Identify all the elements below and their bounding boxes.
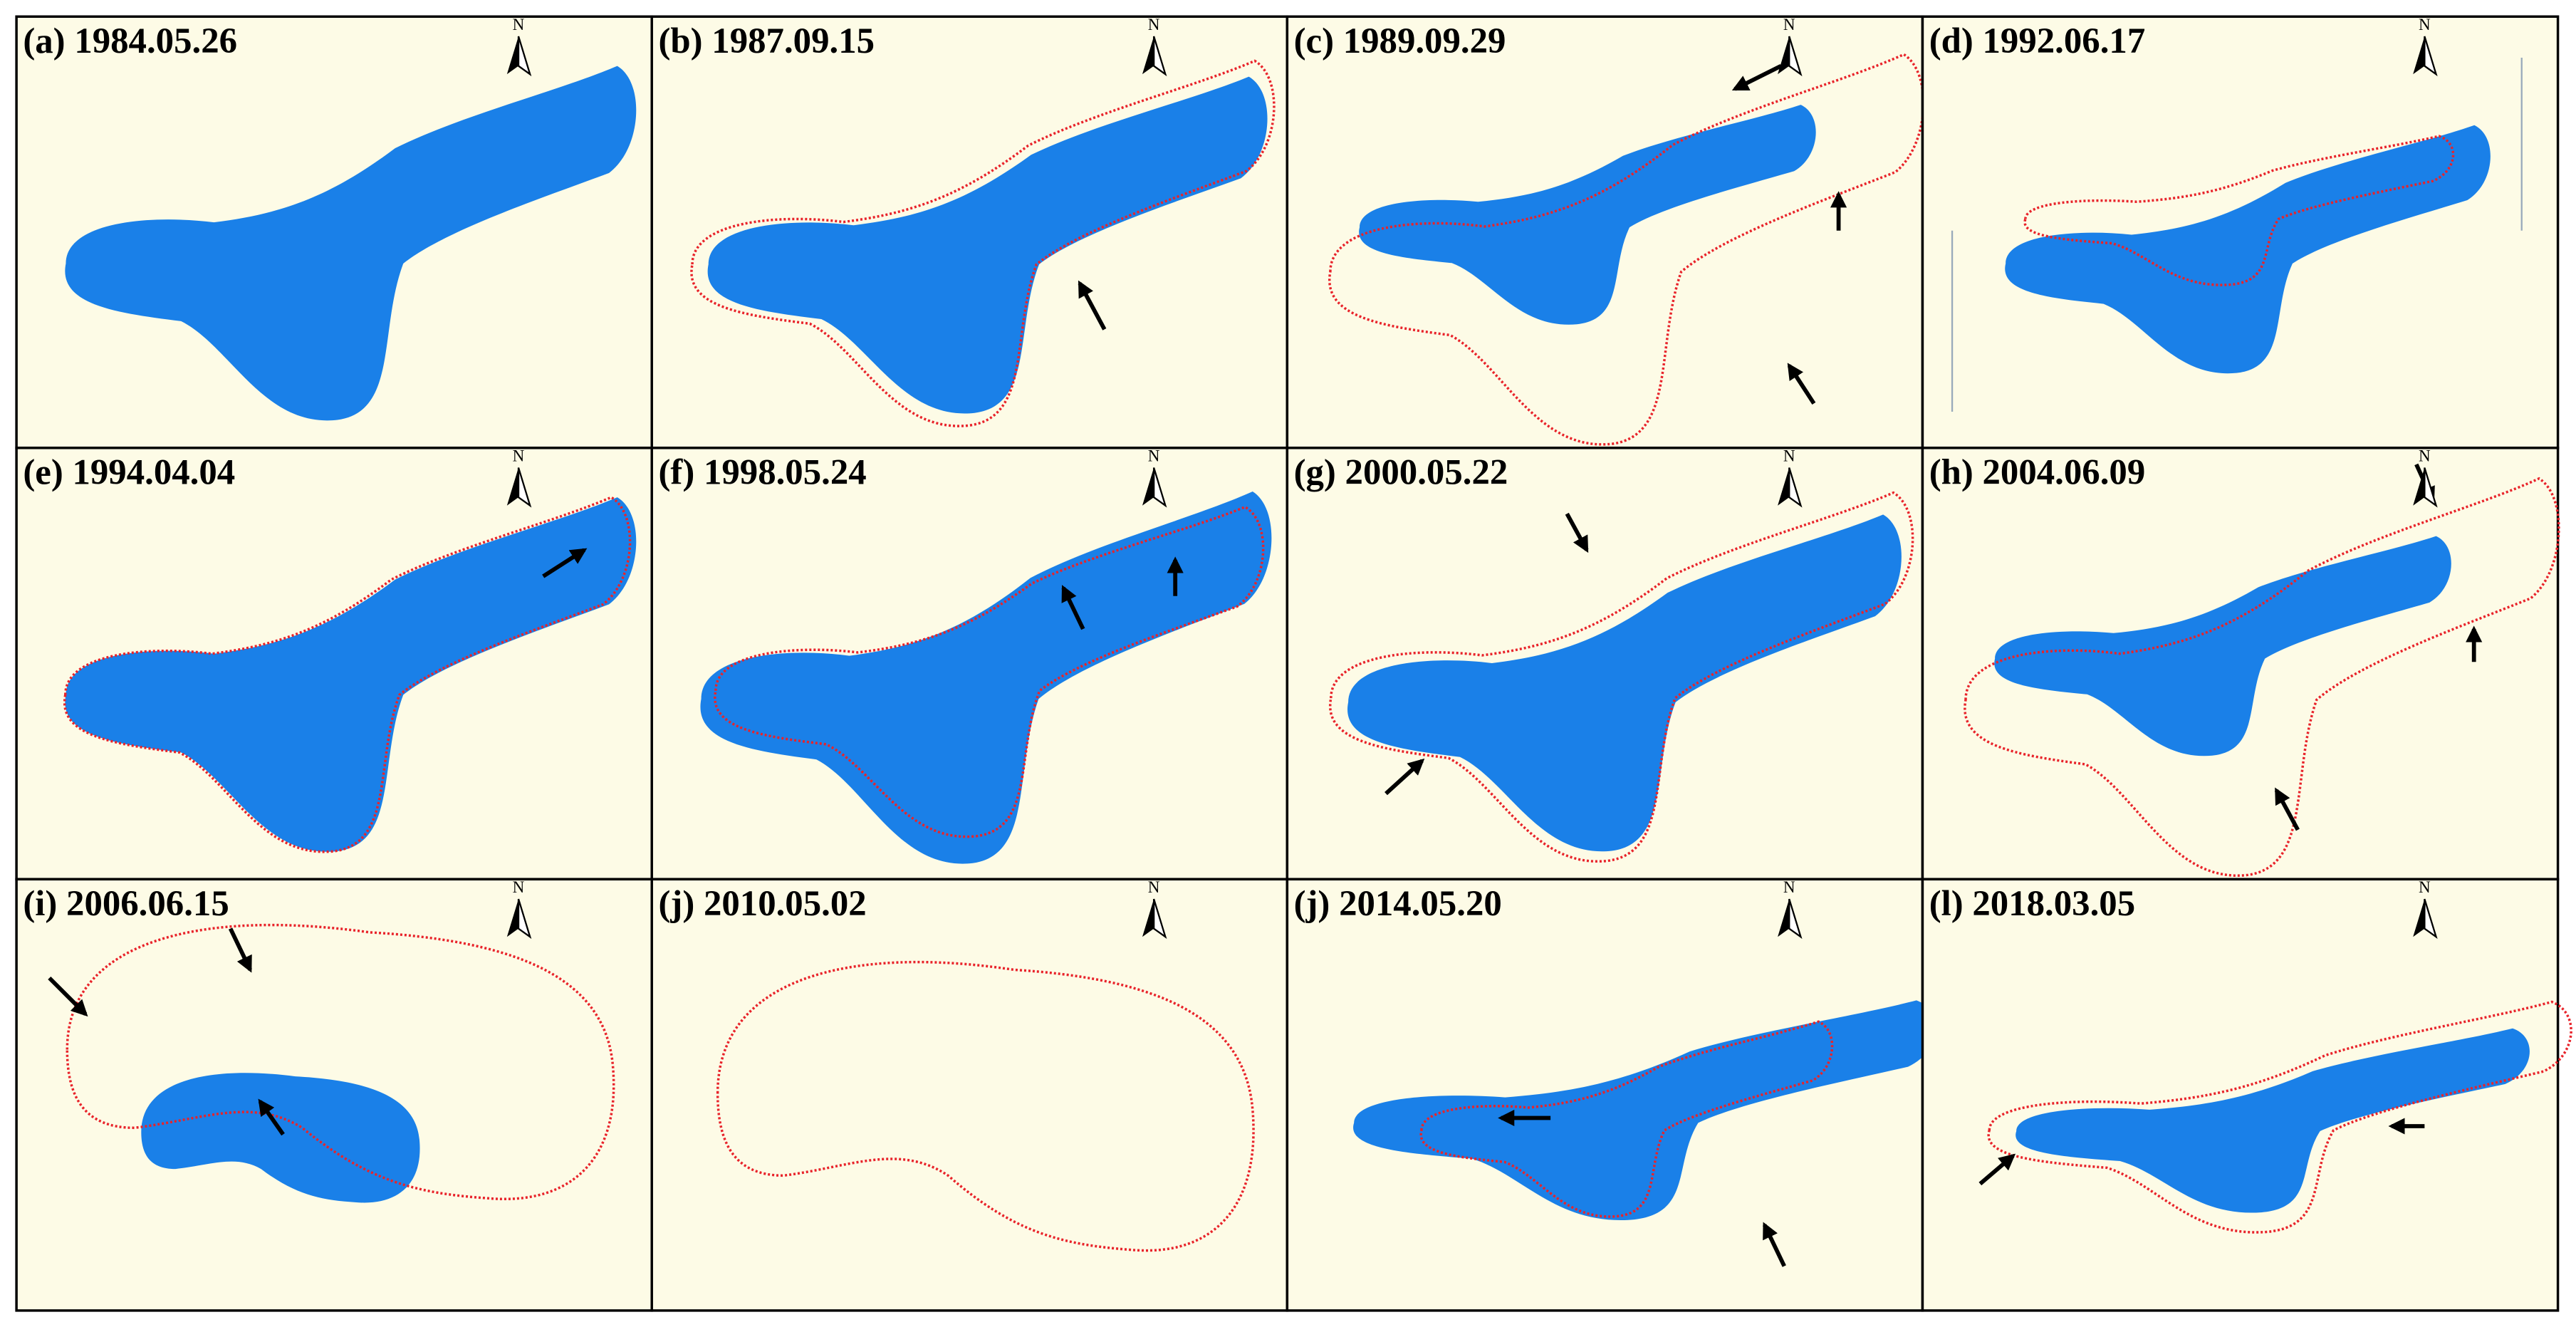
north-label: N [2419, 446, 2431, 464]
lake-area [65, 497, 637, 852]
north-arrow [2424, 898, 2438, 940]
previous-shoreline [2025, 136, 2453, 285]
north-label: N [513, 446, 525, 464]
north-label: N [2419, 878, 2431, 896]
panel-label: (i) 2006.06.15 [23, 883, 229, 923]
panel: (a) 1984.05.26 N [15, 15, 653, 449]
north-arrow [1778, 899, 1790, 937]
north-label: N [1148, 878, 1160, 896]
north-arrow [2424, 36, 2438, 77]
panel-label: (d) 1992.06.17 [1929, 21, 2146, 61]
north-arrow [1152, 36, 1167, 77]
lake-area [2005, 125, 2491, 374]
arrow [1731, 64, 1782, 91]
previous-shoreline [1330, 493, 1913, 862]
panel-label: (e) 1994.04.04 [23, 452, 235, 492]
north-arrow [2413, 899, 2425, 937]
lake-area [2016, 1028, 2530, 1213]
north-arrow [1152, 467, 1167, 508]
lake-area [1347, 514, 1902, 852]
arrow [1978, 1153, 2016, 1186]
panel: (l) 2018.03.05 N [1921, 878, 2571, 1312]
north-arrow [1788, 36, 1803, 77]
previous-shoreline [692, 61, 1274, 426]
north-label: N [1148, 15, 1160, 33]
panel-label: (h) 2004.06.09 [1929, 452, 2146, 492]
north-label: N [513, 15, 525, 33]
north-arrow [1142, 899, 1154, 937]
lake-area [1353, 1000, 1936, 1221]
north-arrow [1788, 898, 1803, 940]
panel-label: (l) 2018.03.05 [1929, 883, 2135, 923]
north-arrow [506, 899, 519, 937]
lake-area [141, 1073, 420, 1203]
panel: (e) 1994.04.04 N [15, 446, 653, 881]
north-label: N [2419, 15, 2431, 33]
panel: (b) 1987.09.15 N [650, 15, 1289, 449]
north-arrow [1152, 898, 1167, 940]
arrow [258, 1098, 285, 1136]
north-arrow [2413, 467, 2425, 506]
previous-shoreline [1965, 479, 2559, 875]
panel: (h) 2004.06.09 N [1921, 446, 2559, 881]
arrow [228, 927, 252, 973]
panel: (c) 1989.09.29 N [1286, 15, 1924, 449]
panel: (f) 1998.05.24 N [650, 446, 1289, 881]
north-arrow [1788, 467, 1803, 508]
previous-shoreline [1988, 1002, 2571, 1233]
previous-shoreline [718, 962, 1253, 1251]
previous-shoreline [1330, 54, 1924, 444]
panel: (j) 2010.05.02 N [650, 878, 1289, 1312]
previous-shoreline [1421, 1021, 1832, 1217]
arrow [48, 976, 88, 1017]
north-arrow [517, 898, 532, 940]
north-label: N [1783, 878, 1795, 896]
north-arrow [517, 467, 532, 508]
panel: (d) 1992.06.17 N [1921, 15, 2560, 449]
arrow [1565, 512, 1589, 553]
panel-label: (g) 2000.05.22 [1294, 452, 1508, 492]
panel: (j) 2014.05.20 N [1286, 878, 1936, 1312]
north-label: N [1783, 15, 1795, 33]
previous-shoreline [67, 925, 613, 1200]
arrow [1061, 585, 1085, 630]
panel-label: (c) 1989.09.29 [1294, 21, 1506, 61]
lake-area [707, 76, 1268, 414]
lake-area [1994, 536, 2451, 756]
panel-label: (j) 2014.05.20 [1294, 883, 1502, 923]
north-label: N [1783, 446, 1795, 464]
lake-area [700, 491, 1272, 864]
arrow [1078, 280, 1107, 331]
north-arrow [506, 467, 519, 506]
panel: (i) 2006.06.15 N [15, 878, 653, 1312]
arrow [1385, 758, 1425, 796]
north-label: N [1148, 446, 1160, 464]
arrow [542, 548, 588, 578]
panel-label: (j) 2010.05.02 [658, 883, 866, 923]
arrow [1787, 363, 1816, 405]
north-arrow [1142, 467, 1154, 506]
north-arrow [2424, 467, 2438, 508]
panel-background [1921, 878, 2560, 1312]
arrow [2274, 787, 2300, 831]
lake-area [1359, 105, 1816, 325]
panel-label: (f) 1998.05.24 [658, 452, 866, 492]
panel-label: (b) 1987.09.15 [658, 21, 875, 61]
north-label: N [513, 878, 525, 896]
panel: (g) 2000.05.22 N [1286, 446, 1924, 881]
lake-area [65, 66, 637, 421]
north-arrow [517, 36, 532, 77]
panel-label: (a) 1984.05.26 [23, 21, 237, 61]
panel-background [650, 878, 1289, 1312]
arrow [1762, 1222, 1786, 1267]
